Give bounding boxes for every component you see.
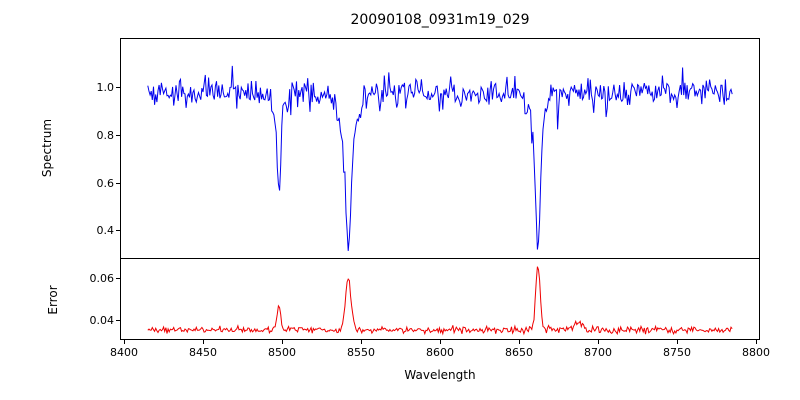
x-tick-mark [519, 340, 520, 344]
y-tick-mark-spectrum [116, 230, 120, 231]
x-tick-mark [361, 340, 362, 344]
spectrum-plot-area [147, 65, 733, 251]
chart-title: 20090108_0931m19_029 [350, 12, 530, 28]
x-tick-label: 8800 [742, 346, 770, 359]
x-tick-mark [677, 340, 678, 344]
spectrum-panel [120, 38, 760, 259]
y-tick-mark-spectrum [116, 87, 120, 88]
y-tick-mark-error [116, 278, 120, 279]
x-tick-mark [203, 340, 204, 344]
y-tick-label-error: 0.06 [89, 272, 115, 285]
x-tick-label: 8650 [505, 346, 533, 359]
x-tick-label: 8500 [268, 346, 296, 359]
y-tick-mark-error [116, 320, 120, 321]
x-tick-mark [598, 340, 599, 344]
x-axis-label: Wavelength [404, 368, 476, 382]
x-tick-label: 8450 [189, 346, 217, 359]
y-axis-label-error: Error [46, 285, 60, 315]
error-series-line [147, 266, 733, 336]
y-axis-label-spectrum: Spectrum [40, 118, 54, 178]
error-panel [120, 259, 760, 340]
x-tick-label: 8750 [663, 346, 691, 359]
y-tick-label-spectrum: 1.0 [96, 81, 115, 94]
x-tick-mark [282, 340, 283, 344]
y-tick-label-error: 0.04 [89, 314, 115, 327]
y-tick-label-spectrum: 0.8 [96, 129, 115, 142]
spectrum-series-line [147, 65, 733, 251]
x-tick-label: 8550 [347, 346, 375, 359]
x-tick-label: 8700 [584, 346, 612, 359]
x-tick-label: 8400 [110, 346, 138, 359]
x-tick-mark [440, 340, 441, 344]
x-tick-mark [124, 340, 125, 344]
y-tick-mark-spectrum [116, 183, 120, 184]
error-plot-area [147, 266, 733, 336]
y-tick-label-spectrum: 0.4 [96, 224, 115, 237]
x-tick-mark [756, 340, 757, 344]
y-tick-mark-spectrum [116, 135, 120, 136]
x-tick-label: 8600 [426, 346, 454, 359]
y-tick-label-spectrum: 0.6 [96, 177, 115, 190]
